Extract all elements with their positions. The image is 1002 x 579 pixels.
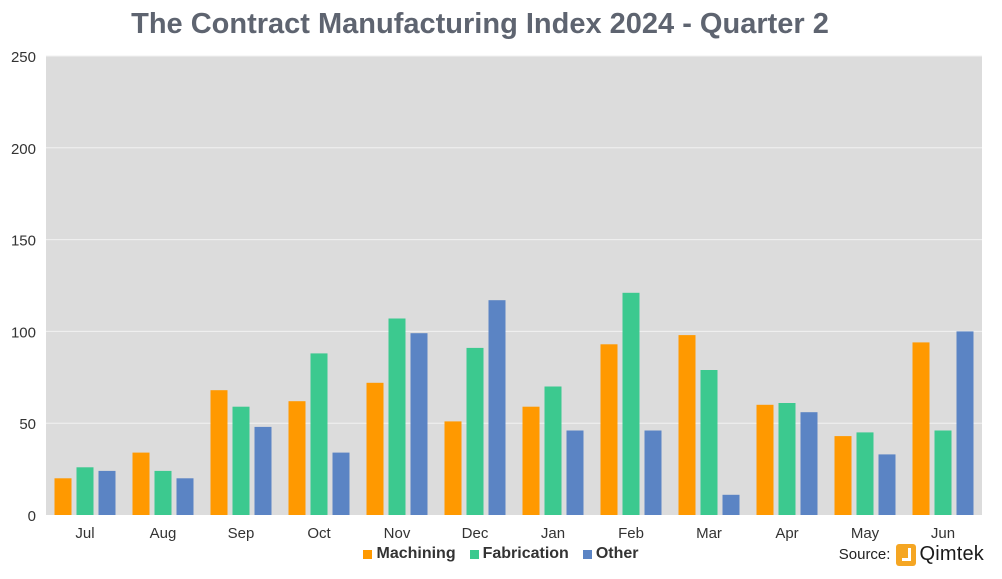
bar-machining-feb [600, 344, 618, 515]
x-tick-label: Sep [228, 525, 255, 542]
y-tick-label: 150 [11, 233, 36, 250]
bar-other-nov [410, 333, 428, 515]
y-tick-label: 100 [11, 324, 36, 341]
bar-other-sep [254, 426, 272, 515]
bar-machining-apr [756, 404, 774, 515]
source-credit: Source: Qimtek [839, 543, 984, 566]
bar-other-jan [566, 430, 584, 515]
bar-machining-mar [678, 335, 696, 515]
bar-other-apr [800, 412, 818, 515]
y-tick-label: 0 [28, 508, 36, 525]
bar-other-mar [722, 494, 740, 515]
bar-machining-sep [210, 390, 228, 515]
legend-item-fabrication: Fabrication [469, 545, 569, 563]
x-tick-label: Apr [775, 525, 798, 542]
bar-other-dec [488, 300, 506, 515]
bar-fabrication-jan [544, 386, 562, 515]
x-tick-label: Mar [696, 525, 722, 542]
x-tick-label: Aug [150, 525, 177, 542]
x-axis-ticks: Jul Aug Sep Oct Nov Dec Jan Feb Mar Apr May Jun [75, 525, 955, 542]
legend: Machining Fabrication Other [0, 545, 1002, 563]
x-tick-label: May [851, 525, 880, 542]
x-tick-label: Nov [384, 525, 411, 542]
x-tick-label: Jul [75, 525, 94, 542]
x-tick-label: Jan [541, 525, 565, 542]
x-tick-label: Feb [618, 525, 644, 542]
y-axis-ticks: 0 50 100 150 200 250 [11, 49, 36, 525]
bar-machining-aug [132, 452, 150, 515]
legend-item-machining: Machining [363, 545, 456, 563]
source-label: Source: [838, 546, 891, 563]
bars [54, 292, 974, 515]
legend-item-other: Other [582, 545, 639, 563]
bar-machining-jan [522, 406, 540, 515]
bar-machining-jun [912, 342, 930, 515]
bar-other-may [878, 454, 896, 515]
y-tick-label: 50 [19, 416, 36, 433]
x-tick-label: Oct [307, 525, 331, 542]
legend-swatch [363, 549, 373, 559]
bar-fabrication-nov [388, 318, 406, 515]
bar-fabrication-jul [76, 467, 94, 515]
y-tick-label: 200 [11, 141, 36, 158]
legend-label: Fabrication [482, 545, 569, 562]
bar-fabrication-oct [310, 353, 328, 515]
source-brand: Qimtek [919, 543, 984, 565]
bar-fabrication-mar [700, 370, 718, 515]
legend-label: Other [595, 545, 639, 562]
gridlines [46, 55, 982, 424]
legend-swatch [582, 549, 592, 559]
plot-area [46, 56, 982, 515]
bar-machining-oct [288, 401, 306, 515]
bar-other-jul [98, 470, 116, 515]
bar-fabrication-apr [778, 403, 796, 515]
bar-fabrication-aug [154, 470, 172, 515]
qimtek-logo-icon [896, 543, 917, 566]
bar-fabrication-dec [466, 347, 484, 515]
bar-other-jun [956, 331, 974, 515]
legend-swatch [469, 549, 479, 559]
bar-fabrication-may [856, 432, 874, 515]
bar-fabrication-sep [232, 406, 250, 515]
legend-label: Machining [376, 545, 456, 562]
bar-machining-nov [366, 382, 384, 515]
bar-fabrication-feb [622, 292, 640, 515]
bar-other-aug [176, 478, 194, 515]
x-tick-label: Jun [931, 525, 955, 542]
bar-fabrication-jun [934, 430, 952, 515]
y-tick-label: 250 [11, 49, 36, 66]
source-logo: Qimtek [896, 543, 984, 566]
x-tick-label: Dec [462, 525, 489, 542]
chart-title: The Contract Manufacturing Index 2024 - … [131, 8, 829, 40]
bar-machining-dec [444, 421, 462, 515]
bar-other-oct [332, 452, 350, 515]
bar-machining-may [834, 436, 852, 515]
bar-other-feb [644, 430, 662, 515]
bar-machining-jul [54, 478, 72, 515]
